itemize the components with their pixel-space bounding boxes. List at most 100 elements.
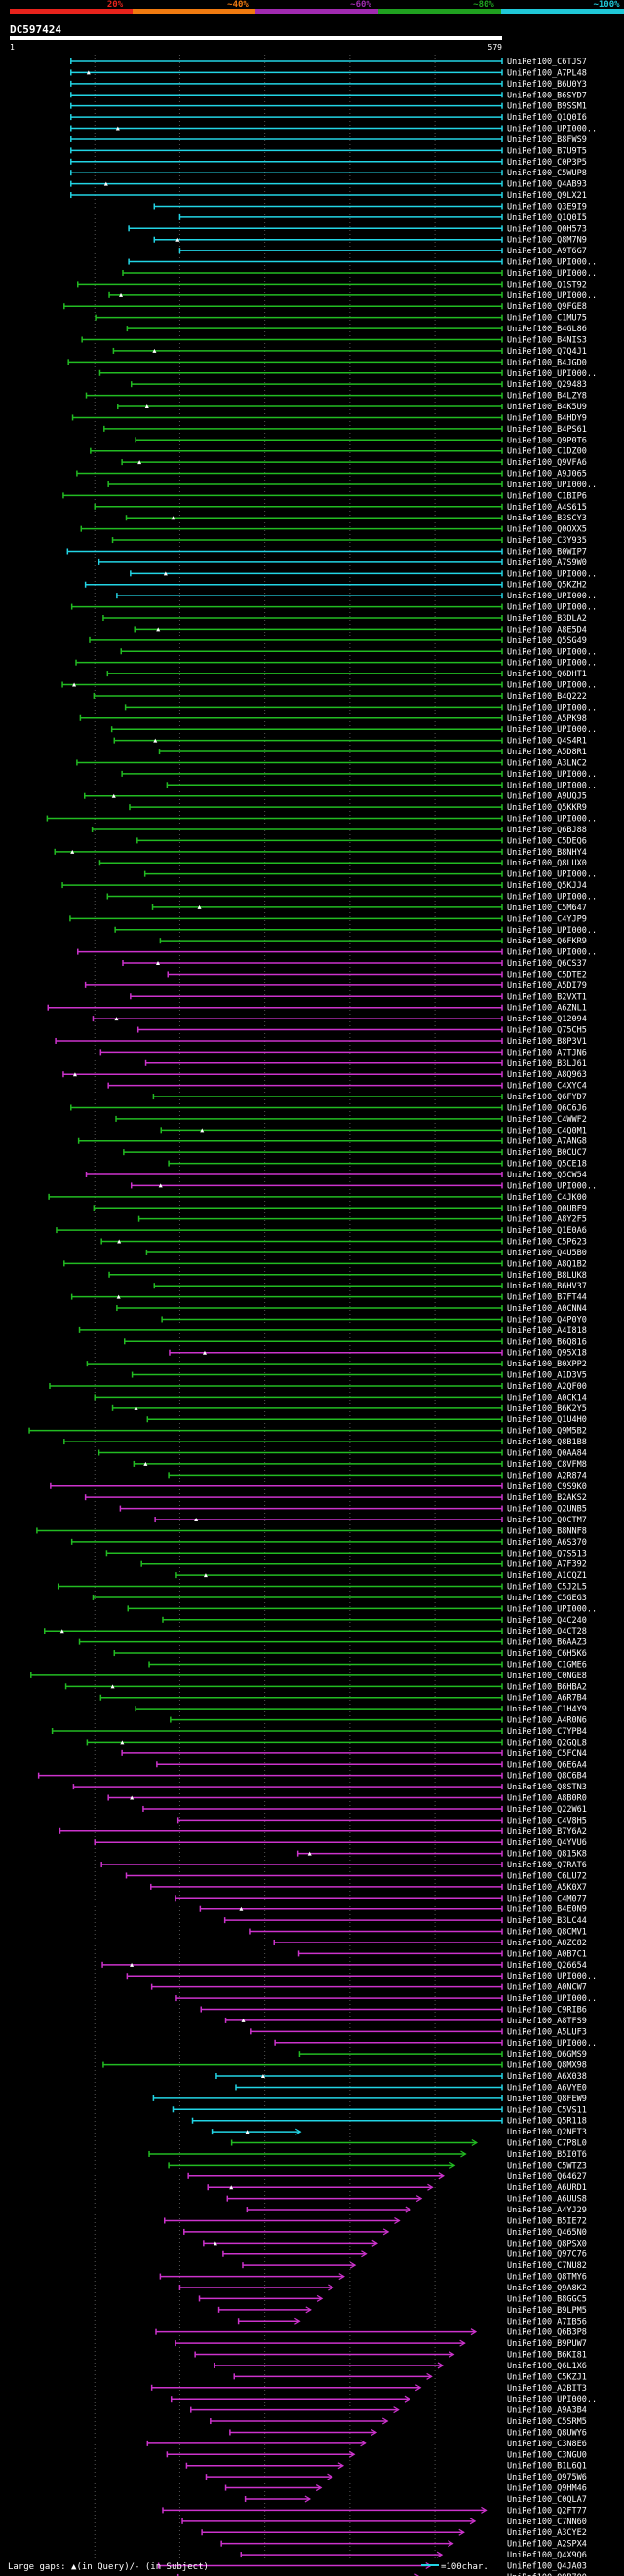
row-label: UniRef100_Q6E6A4	[507, 1760, 587, 1770]
row-label: UniRef100_UPI000..	[507, 725, 597, 735]
row-label: UniRef100_Q2GQL8	[507, 1738, 587, 1748]
row-label: UniRef100_UPI000..	[507, 1604, 597, 1614]
query-gap-marker	[260, 2074, 265, 2079]
alignment-end-arrow	[305, 2306, 312, 2314]
query-gap-marker	[176, 237, 180, 242]
row-label: UniRef100_C9S9K0	[507, 1482, 587, 1492]
row-label: UniRef100_C3Y935	[507, 536, 587, 546]
query-gap-marker	[202, 1350, 207, 1355]
alignment-end-arrow	[470, 2328, 478, 2336]
row-label: UniRef100_B4E0N9	[507, 1905, 587, 1915]
row-label: UniRef100_A2R874	[507, 1471, 587, 1480]
query-gap-marker	[307, 1851, 312, 1856]
row-label: UniRef100_Q4AB93	[507, 180, 587, 190]
alignment-end-arrow	[294, 2128, 302, 2135]
row-label: UniRef100_C6TJS7	[507, 58, 587, 67]
query-gap-marker	[144, 404, 149, 409]
alignment-end-arrow	[382, 2228, 390, 2236]
row-label: UniRef100_B3LJ61	[507, 1059, 587, 1069]
row-label: UniRef100_A8Q963	[507, 1070, 587, 1080]
alignment-end-arrow	[405, 2206, 411, 2213]
query-gap-marker	[111, 793, 116, 798]
row-label: UniRef100_Q4C240	[507, 1616, 587, 1626]
alignment-end-arrow	[481, 2506, 488, 2514]
row-label: UniRef100_A7TJN6	[507, 1048, 587, 1057]
alignment-end-arrow	[404, 2395, 411, 2403]
row-label: UniRef100_B0WIP7	[507, 547, 587, 557]
row-label: UniRef100_Q4U5B0	[507, 1249, 587, 1258]
row-label: UniRef100_Q7Q4J1	[507, 347, 587, 357]
query-gap-marker	[156, 627, 161, 632]
row-label: UniRef100_UPI000..	[507, 258, 597, 268]
row-label: UniRef100_Q22W61	[507, 1805, 587, 1815]
row-label: UniRef100_A8E5D4	[507, 625, 587, 634]
row-label: UniRef100_A6X038	[507, 2072, 587, 2082]
row-label: UniRef100_UPI000..	[507, 893, 597, 903]
row-label: UniRef100_B5IE72	[507, 2216, 587, 2226]
query-gap-marker	[197, 904, 202, 909]
row-label: UniRef100_Q26654	[507, 1961, 587, 1971]
row-label: UniRef100_Q4YVU6	[507, 1838, 587, 1848]
query-gap-marker	[241, 2018, 246, 2022]
query-gap-marker	[72, 1072, 77, 1077]
row-label: UniRef100_A3CYE2	[507, 2528, 587, 2538]
alignment-end-arrow	[371, 2239, 378, 2247]
row-label: UniRef100_A1D3V5	[507, 1371, 587, 1381]
row-label: UniRef100_B6SYD7	[507, 91, 587, 100]
query-gap-marker	[229, 2185, 234, 2190]
row-label: UniRef100_Q4CT28	[507, 1627, 587, 1636]
row-label: UniRef100_C1GME6	[507, 1660, 587, 1670]
alignment-end-arrow	[460, 2150, 467, 2158]
chart-title: DC597424	[10, 23, 61, 36]
row-label: UniRef100_B7Y6A2	[507, 1827, 587, 1837]
row-label: UniRef100_A4R0N6	[507, 1716, 587, 1726]
row-label: UniRef100_Q97C76	[507, 2250, 587, 2260]
row-label: UniRef100_Q5KJJ4	[507, 881, 587, 891]
row-label: UniRef100_A6UUS8	[507, 2195, 587, 2205]
row-label: UniRef100_Q9FGE8	[507, 302, 587, 312]
alignment-end-arrow	[393, 2406, 400, 2414]
row-label: UniRef100_B8NHY4	[507, 848, 587, 858]
row-label: UniRef100_C1MU75	[507, 314, 587, 324]
alignment-end-arrow	[361, 2250, 368, 2258]
row-label: UniRef100_UPI000..	[507, 291, 597, 301]
row-label: UniRef100_A6R7B4	[507, 1694, 587, 1704]
row-label: UniRef100_UPI000..	[507, 369, 597, 379]
row-label: UniRef100_C3NGU0	[507, 2450, 587, 2460]
alignment-end-arrow	[327, 2473, 333, 2480]
row-label: UniRef100_C4Q0M1	[507, 1126, 587, 1135]
row-label: UniRef100_Q8LUX0	[507, 859, 587, 868]
row-label: UniRef100_Q6L1X6	[507, 2362, 587, 2371]
row-label: UniRef100_Q1Q0I6	[507, 113, 587, 123]
row-label: UniRef100_C5DTE2	[507, 970, 587, 980]
row-label: UniRef100_B6HBA2	[507, 1682, 587, 1692]
row-label: UniRef100_Q2NET3	[507, 2128, 587, 2137]
row-label: UniRef100_B6U0Y3	[507, 80, 587, 90]
alignment-end-arrow	[415, 2195, 423, 2203]
row-label: UniRef100_C5WTZ3	[507, 2161, 587, 2171]
axis-start-label: 1	[10, 43, 15, 52]
row-label: UniRef100_A6S370	[507, 1538, 587, 1548]
row-label: UniRef100_Q8UWY6	[507, 2428, 587, 2438]
row-label: UniRef100_Q2UNB5	[507, 1505, 587, 1515]
identity-legend: 20% ~40% ~60% ~80% ~100%	[10, 0, 624, 14]
row-label: UniRef100_Q6C6J6	[507, 1103, 587, 1113]
row-label: UniRef100_C8VFM8	[507, 1460, 587, 1470]
row-label: UniRef100_Q8PSX0	[507, 2239, 587, 2249]
alignment-end-arrow	[448, 2351, 455, 2359]
alignment-end-arrow	[459, 2339, 466, 2347]
row-label: UniRef100_Q4JA03	[507, 2562, 587, 2572]
legend-label: ~80%	[473, 0, 494, 10]
row-label: UniRef100_C5GEG3	[507, 1594, 587, 1603]
row-label: UniRef100_B3DLA2	[507, 614, 587, 624]
row-label: UniRef100_Q29483	[507, 380, 587, 390]
row-label: UniRef100_A5DI79	[507, 981, 587, 991]
legend-label: ~60%	[350, 0, 371, 10]
row-label: UniRef100_Q8CMV1	[507, 1928, 587, 1938]
row-label: UniRef100_Q5CW54	[507, 1171, 587, 1180]
row-label: UniRef100_C4XYC4	[507, 1082, 587, 1092]
row-label: UniRef100_Q9HM46	[507, 2484, 587, 2494]
row-label: UniRef100_B7FT44	[507, 1293, 587, 1303]
alignment-end-arrow	[471, 2139, 479, 2147]
